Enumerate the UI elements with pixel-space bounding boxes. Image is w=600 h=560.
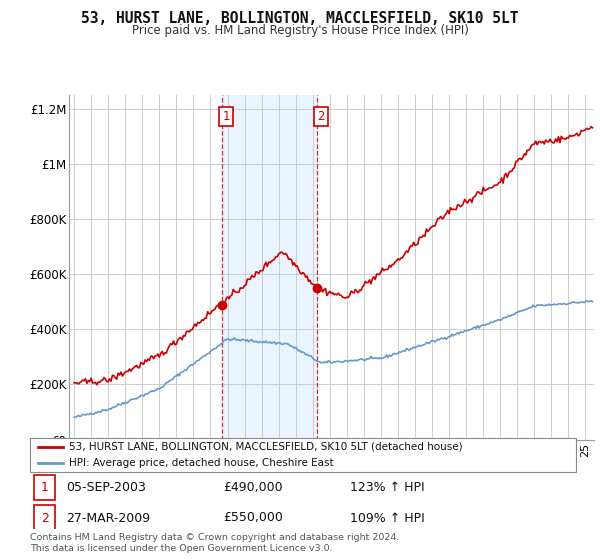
Text: Contains HM Land Registry data © Crown copyright and database right 2024.
This d: Contains HM Land Registry data © Crown c… bbox=[30, 533, 400, 553]
FancyBboxPatch shape bbox=[30, 437, 577, 473]
Text: 1: 1 bbox=[41, 480, 49, 494]
Text: 2: 2 bbox=[41, 511, 49, 525]
FancyBboxPatch shape bbox=[34, 505, 55, 531]
FancyBboxPatch shape bbox=[34, 475, 55, 500]
Text: 1: 1 bbox=[223, 110, 230, 123]
Bar bbox=[222, 95, 317, 440]
Text: HPI: Average price, detached house, Cheshire East: HPI: Average price, detached house, Ches… bbox=[68, 459, 333, 468]
Text: 53, HURST LANE, BOLLINGTON, MACCLESFIELD, SK10 5LT: 53, HURST LANE, BOLLINGTON, MACCLESFIELD… bbox=[81, 11, 519, 26]
Text: Price paid vs. HM Land Registry's House Price Index (HPI): Price paid vs. HM Land Registry's House … bbox=[131, 24, 469, 36]
Text: 2: 2 bbox=[317, 110, 325, 123]
Text: 109% ↑ HPI: 109% ↑ HPI bbox=[350, 511, 425, 525]
Text: 05-SEP-2003: 05-SEP-2003 bbox=[66, 480, 146, 494]
Text: £550,000: £550,000 bbox=[223, 511, 283, 525]
Text: 27-MAR-2009: 27-MAR-2009 bbox=[66, 511, 150, 525]
Text: £490,000: £490,000 bbox=[223, 480, 283, 494]
Text: 53, HURST LANE, BOLLINGTON, MACCLESFIELD, SK10 5LT (detached house): 53, HURST LANE, BOLLINGTON, MACCLESFIELD… bbox=[68, 442, 462, 451]
Text: 123% ↑ HPI: 123% ↑ HPI bbox=[350, 480, 425, 494]
